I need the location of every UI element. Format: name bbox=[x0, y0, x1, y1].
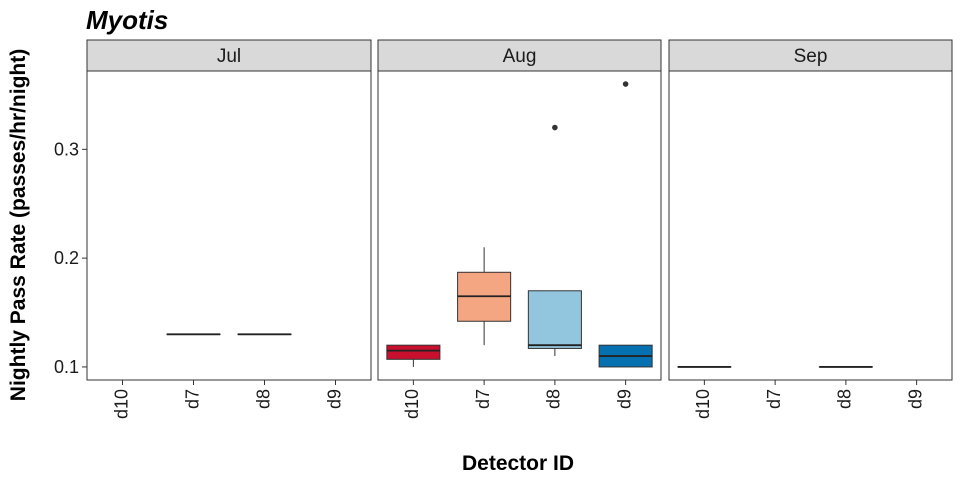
facet-strip bbox=[86, 39, 372, 72]
facet-strip-label: Aug bbox=[503, 46, 537, 67]
box-iqr bbox=[386, 344, 441, 360]
x-tick-label: d9 bbox=[324, 389, 344, 409]
chart-title: Myotis bbox=[86, 5, 168, 35]
x-tick-label: d7 bbox=[473, 389, 493, 409]
x-tick-label: d8 bbox=[835, 389, 855, 409]
y-tick-label: 0.2 bbox=[54, 248, 79, 268]
y-tick-label: 0.3 bbox=[54, 139, 79, 159]
facet-panel bbox=[86, 70, 372, 381]
x-tick-label: d10 bbox=[402, 389, 422, 419]
x-tick-label: d8 bbox=[544, 389, 564, 409]
facet-sep: Sep d10 d7 d8 d9 bbox=[668, 39, 953, 419]
facet-panels: Jul d10 d7 d8 d9 Aug d10 d7 d8 d9 Sep d10 d7 d8 d9 bbox=[86, 39, 953, 419]
x-tick-label: d8 bbox=[253, 389, 273, 409]
x-tick-label: d9 bbox=[905, 389, 925, 409]
facet-panel bbox=[668, 70, 953, 381]
outlier-point bbox=[622, 81, 629, 87]
facet-strip-label: Jul bbox=[217, 46, 241, 67]
x-tick-label: d7 bbox=[764, 389, 784, 409]
x-tick-label: d10 bbox=[693, 389, 713, 419]
facet-jul: Jul d10 d7 d8 d9 bbox=[86, 39, 372, 419]
facet-strip bbox=[377, 39, 662, 72]
box-iqr bbox=[527, 290, 582, 349]
y-axis-title: Nightly Pass Rate (passes/hr/night) bbox=[7, 49, 30, 401]
x-tick-label: d9 bbox=[614, 389, 634, 409]
x-tick-label: d7 bbox=[182, 389, 202, 409]
facet-aug: Aug d10 d7 d8 d9 bbox=[377, 39, 662, 419]
facet-strip-label: Sep bbox=[794, 46, 828, 67]
outlier-point bbox=[552, 124, 558, 131]
facet-panel bbox=[377, 70, 662, 381]
box-aug-d7 bbox=[457, 247, 512, 346]
y-tick-label: 0.1 bbox=[54, 357, 79, 377]
x-axis-title: Detector ID bbox=[462, 452, 574, 475]
box-aug-d10 bbox=[386, 344, 441, 367]
y-axis: 0.1 0.2 0.3 bbox=[54, 139, 87, 377]
box-aug-d9 bbox=[598, 81, 653, 368]
x-tick-label: d10 bbox=[111, 389, 131, 419]
box-aug-d8 bbox=[527, 124, 582, 357]
